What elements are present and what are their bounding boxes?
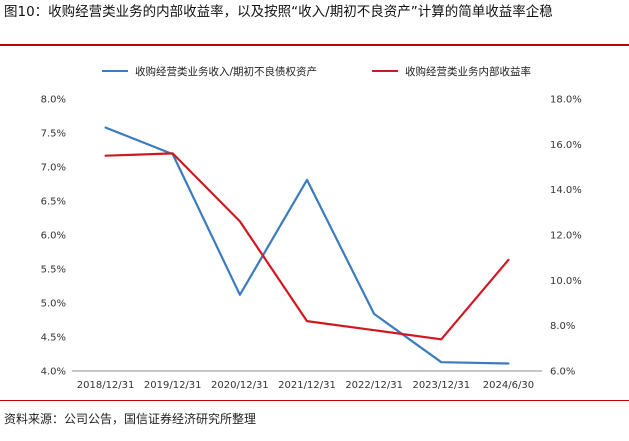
y-left-tick-label: 5.0% bbox=[41, 299, 66, 310]
x-tick-label: 2024/6/30 bbox=[483, 380, 534, 391]
series-line-irr bbox=[104, 152, 510, 341]
x-tick-label: 2019/12/31 bbox=[144, 380, 202, 391]
y-left-tick-label: 4.0% bbox=[41, 367, 66, 378]
figure-title: 图10：收购经营类业务的内部收益率，以及按照“收入/期初不良资产”计算的简单收益… bbox=[4, 4, 553, 20]
y-left-tick-label: 7.0% bbox=[41, 163, 66, 174]
footer-divider bbox=[0, 400, 629, 401]
chart-legend: 收购经营类业务收入/期初不良债权资产 收购经营类业务内部收益率 bbox=[102, 65, 531, 78]
series-line-income-ratio bbox=[104, 126, 510, 365]
x-tick-label: 2021/12/31 bbox=[278, 380, 336, 391]
legend-label-irr: 收购经营类业务内部收益率 bbox=[405, 65, 531, 78]
y-left-tick-label: 6.5% bbox=[41, 197, 66, 208]
y-right-tick-label: 8.0% bbox=[550, 321, 575, 332]
y-right-tick-label: 18.0% bbox=[550, 95, 582, 106]
y-left-tick-label: 5.5% bbox=[41, 265, 66, 276]
y-left-tick-label: 7.5% bbox=[41, 129, 66, 140]
series-lines bbox=[104, 126, 510, 365]
y-right-tick-label: 10.0% bbox=[550, 276, 582, 287]
y-right-tick-label: 14.0% bbox=[550, 185, 582, 196]
axes: 2018/12/31 2019/12/31 2020/12/31 2021/12/31… bbox=[41, 95, 582, 392]
source-note: 资料来源：公司公告，国信证券经济研究所整理 bbox=[4, 412, 257, 426]
title-divider bbox=[0, 44, 629, 46]
x-tick-label: 2023/12/31 bbox=[412, 380, 470, 391]
x-tick-label: 2020/12/31 bbox=[211, 380, 269, 391]
x-tick-label: 2022/12/31 bbox=[345, 380, 403, 391]
x-tick-label: 2018/12/31 bbox=[77, 380, 135, 391]
y-left-tick-label: 4.5% bbox=[41, 333, 66, 344]
y-left-tick-label: 6.0% bbox=[41, 231, 66, 242]
y-right-tick-label: 12.0% bbox=[550, 231, 582, 242]
y-left-tick-label: 8.0% bbox=[41, 95, 66, 106]
y-right-tick-label: 6.0% bbox=[550, 367, 575, 378]
legend-label-income-ratio: 收购经营类业务收入/期初不良债权资产 bbox=[135, 65, 317, 78]
y-right-tick-label: 16.0% bbox=[550, 140, 582, 151]
